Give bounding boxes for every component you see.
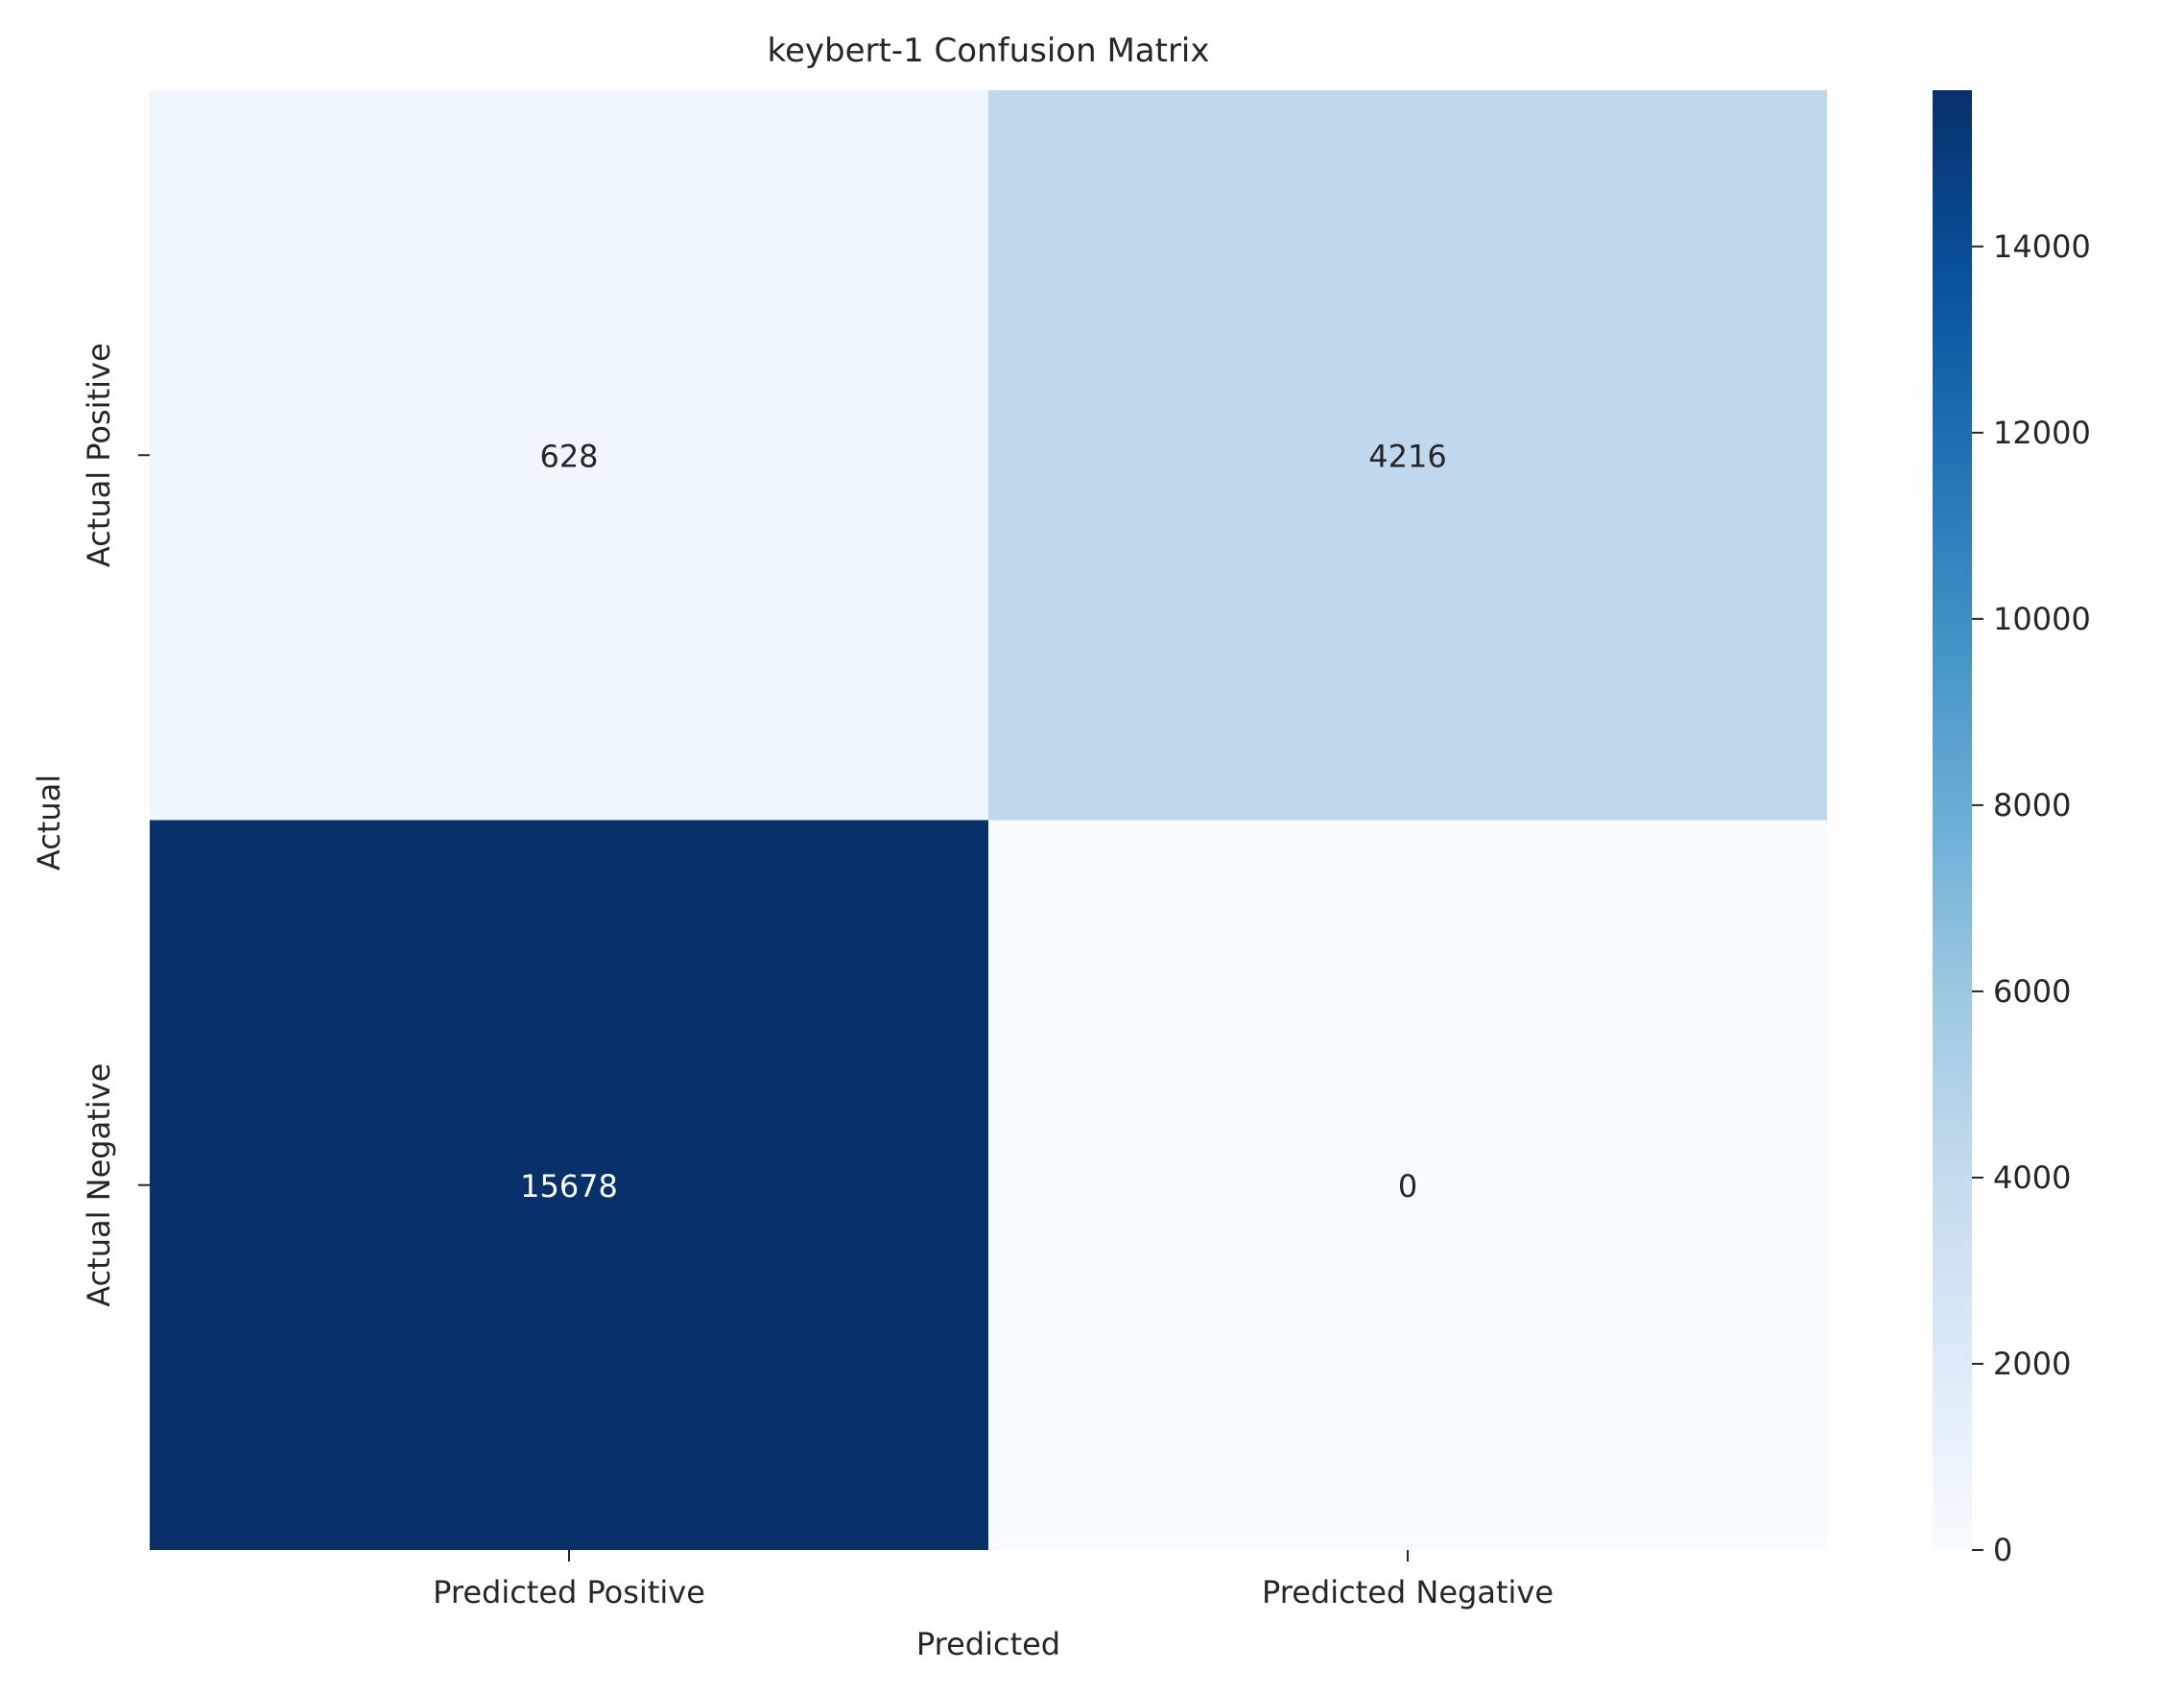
- colorbar-tick-label: 8000: [1993, 787, 2071, 823]
- y-axis-label: Actual: [31, 775, 67, 871]
- heatmap-cell: [988, 820, 1827, 1550]
- heatmap-cell-labels: 628 4216 15678 0: [520, 438, 1447, 1205]
- colorbar: [1933, 90, 1972, 1550]
- y-axis-ticks: Actual Positive Actual Negative: [81, 343, 150, 1307]
- colorbar-ticks: 0 2000 4000 6000 8000 10000 12000 14000: [1972, 228, 2091, 1568]
- y-tick-label: Actual Negative: [81, 1063, 117, 1307]
- x-axis-ticks: Predicted Positive Predicted Negative: [433, 1550, 1554, 1610]
- cell-value-label: 4216: [1368, 438, 1446, 474]
- cell-value-label: 628: [539, 438, 598, 474]
- x-tick-label: Predicted Negative: [1262, 1574, 1554, 1610]
- heatmap-cell: [150, 90, 988, 821]
- y-tick-label: Actual Positive: [81, 343, 117, 567]
- colorbar-tick-label: 12000: [1993, 415, 2091, 451]
- heatmap-cell: [150, 820, 988, 1550]
- x-axis-label: Predicted: [916, 1626, 1060, 1662]
- colorbar-tick-label: 6000: [1993, 973, 2071, 1010]
- heatmap-cells: [150, 90, 1827, 1550]
- x-tick-label: Predicted Positive: [433, 1574, 705, 1610]
- colorbar-tick-label: 10000: [1993, 601, 2091, 637]
- colorbar-tick-label: 2000: [1993, 1346, 2071, 1382]
- heatmap-cell: [988, 90, 1827, 821]
- chart-title: keybert-1 Confusion Matrix: [767, 32, 1209, 70]
- cell-value-label: 15678: [520, 1168, 618, 1205]
- cell-value-label: 0: [1398, 1168, 1417, 1205]
- colorbar-tick-label: 14000: [1993, 228, 2091, 265]
- colorbar-tick-label: 4000: [1993, 1159, 2071, 1196]
- colorbar-tick-label: 0: [1993, 1532, 2012, 1568]
